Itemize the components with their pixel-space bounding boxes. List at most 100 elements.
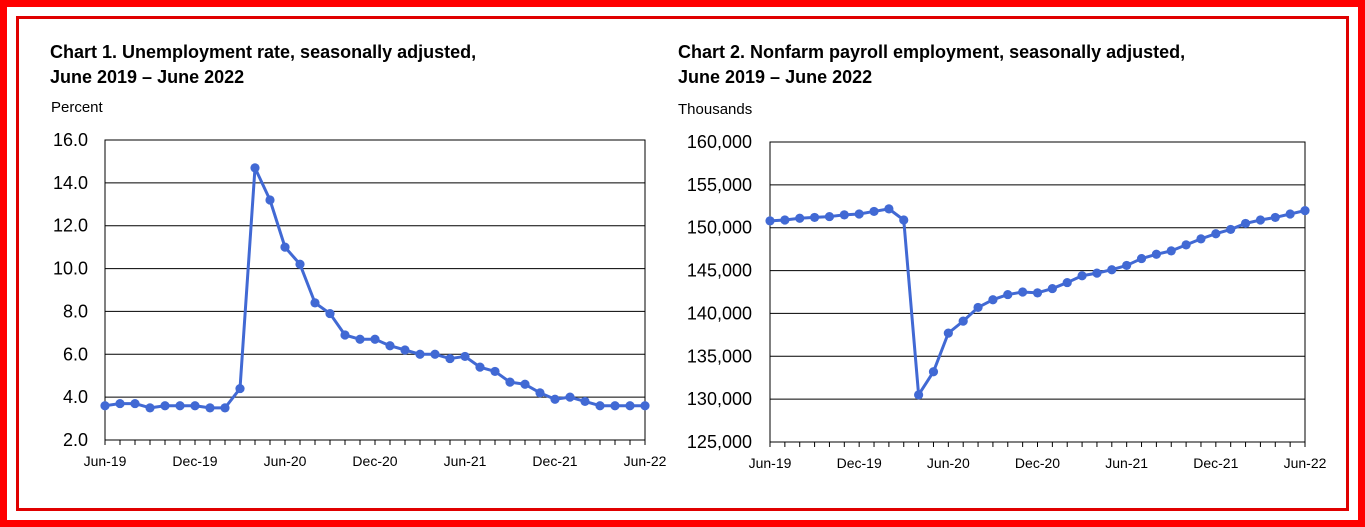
- chart-2-data-point: [1032, 288, 1043, 298]
- chart-2-x-tick-label: Jun-22: [1284, 455, 1327, 471]
- chart-1-data-point: [145, 403, 155, 413]
- chart-1-title: Chart 1. Unemployment rate, seasonally a…: [50, 40, 476, 90]
- chart-1-data-point: [550, 394, 560, 404]
- inner-border: [16, 16, 1349, 511]
- chart-2-data-point: [1166, 246, 1176, 256]
- chart-1-y-tick-label: 4.0: [63, 387, 88, 407]
- chart-1-data-point: [100, 401, 110, 411]
- chart-1-data-point: [265, 195, 275, 205]
- chart-1-y-tick-label: 16.0: [53, 130, 88, 150]
- chart-2-y-tick-label: 150,000: [687, 218, 752, 238]
- chart-2-x-tick-label: Dec-19: [837, 455, 882, 471]
- chart-1-data-point: [625, 401, 635, 411]
- chart-1-data-point: [430, 349, 440, 359]
- chart-2-data-point: [899, 215, 909, 225]
- chart-2-data-point: [928, 367, 939, 377]
- chart-1-data-point: [385, 341, 395, 351]
- chart-1-data-point: [520, 379, 530, 389]
- chart-1-data-point: [220, 403, 230, 413]
- chart-2-data-point: [1270, 212, 1280, 223]
- chart-2-y-tick-label: 135,000: [687, 346, 752, 366]
- chart-1-x-tick-label: Jun-19: [84, 453, 127, 469]
- chart-2-data-point: [1255, 215, 1266, 225]
- chart-1-data-point: [115, 398, 125, 409]
- chart-2-data-point: [1077, 271, 1087, 281]
- chart-1-plot-area: [104, 139, 646, 441]
- chart-1-data-point: [415, 349, 425, 359]
- chart-1-x-tick-label: Jun-20: [264, 453, 307, 469]
- chart-1-data-point: [325, 308, 335, 319]
- chart-1-data-point: [280, 242, 290, 252]
- chart-1-y-tick-label: 12.0: [53, 216, 88, 236]
- chart-1-data-point: [130, 398, 140, 409]
- chart-2-title-line2: June 2019 – June 2022: [678, 67, 873, 87]
- chart-2-data-point: [1226, 224, 1236, 235]
- chart-1-data-point: [400, 345, 410, 355]
- chart-1-data-point: [475, 362, 485, 372]
- chart-1-data-point: [310, 298, 320, 308]
- chart-1-y-tick-label: 8.0: [63, 301, 88, 321]
- chart-2-x-tick-label: Dec-21: [1193, 455, 1238, 471]
- chart-1-data-point: [445, 353, 455, 364]
- chart-1-y-tick-label: 6.0: [63, 344, 88, 364]
- chart-1-data-point: [610, 401, 620, 411]
- chart-2-data-point: [1151, 249, 1161, 259]
- chart-1-data-point: [250, 163, 260, 173]
- chart-1-data-point: [175, 401, 185, 411]
- chart-2-y-unit: Thousands: [678, 101, 753, 118]
- chart-2-x-tick-label: Jun-21: [1105, 455, 1148, 471]
- chart-2-data-point: [854, 209, 864, 219]
- chart-2-data-point: [1240, 218, 1251, 229]
- chart-1-data-point: [595, 401, 605, 411]
- chart-2-data-point: [765, 216, 775, 226]
- chart-2-data-point: [973, 302, 983, 313]
- chart-2-x-tick-label: Dec-20: [1015, 455, 1060, 471]
- chart-1-x-tick-label: Dec-19: [172, 453, 217, 469]
- chart-1-x-tick-label: Jun-22: [624, 453, 667, 469]
- chart-2-data-point: [1196, 234, 1206, 244]
- chart-2-data-point: [1047, 283, 1057, 294]
- chart-2-data-point: [780, 215, 790, 225]
- chart-1-x-tick-label: Jun-21: [444, 453, 487, 469]
- chart-2-data-point: [1122, 260, 1132, 271]
- chart-2-y-tick-label: 145,000: [687, 261, 752, 281]
- chart-2-y-tick-label: 125,000: [687, 432, 752, 452]
- chart-1-data-point: [640, 401, 650, 411]
- chart-1-y-tick-label: 14.0: [53, 173, 88, 193]
- chart-2-data-point: [1062, 277, 1072, 288]
- chart-1-series-line: [104, 166, 645, 410]
- chart-2-data-point: [884, 204, 894, 214]
- chart-1-data-point: [190, 401, 200, 411]
- chart-1-data-point: [235, 383, 245, 394]
- chart-2-data-point: [1092, 268, 1102, 278]
- chart-1-y-unit: Percent: [51, 99, 103, 116]
- chart-1-x-tick-label: Dec-21: [532, 453, 577, 469]
- chart-2-x-tick-label: Jun-19: [749, 455, 792, 471]
- chart-2-y-tick-label: 130,000: [687, 389, 752, 409]
- chart-2-data-point: [914, 390, 924, 400]
- chart-1-data-point: [535, 388, 545, 398]
- chart-1-title-line1: Chart 1. Unemployment rate, seasonally a…: [50, 42, 477, 62]
- chart-1-y-tick-label: 10.0: [53, 259, 88, 279]
- chart-2-title-line1: Chart 2. Nonfarm payroll employment, sea…: [678, 42, 1186, 62]
- chart-2-y-tick-label: 140,000: [687, 303, 752, 323]
- chart-2-data-point: [1285, 209, 1295, 219]
- chart-2-x-tick-label: Jun-20: [927, 455, 970, 471]
- chart-2-y-tick-label: 155,000: [687, 175, 752, 195]
- chart-2-data-point: [824, 211, 835, 222]
- chart-2-data-point: [1003, 289, 1013, 300]
- chart-1-data-point: [370, 334, 380, 344]
- chart-1-data-point: [565, 392, 575, 402]
- chart-2-data-point: [958, 316, 968, 326]
- chart-1-y-tick-label: 2.0: [63, 430, 88, 450]
- chart-2-y-tick-label: 160,000: [687, 132, 752, 152]
- chart-1-data-point: [160, 401, 170, 411]
- chart-1-title-line2: June 2019 – June 2022: [50, 67, 245, 87]
- chart-2-data-point: [839, 210, 849, 220]
- chart-1-data-point: [490, 366, 500, 377]
- chart-2-series-line: [769, 207, 1306, 397]
- chart-2-title: Chart 2. Nonfarm payroll employment, sea…: [678, 40, 1185, 90]
- chart-1-data-point: [355, 334, 365, 344]
